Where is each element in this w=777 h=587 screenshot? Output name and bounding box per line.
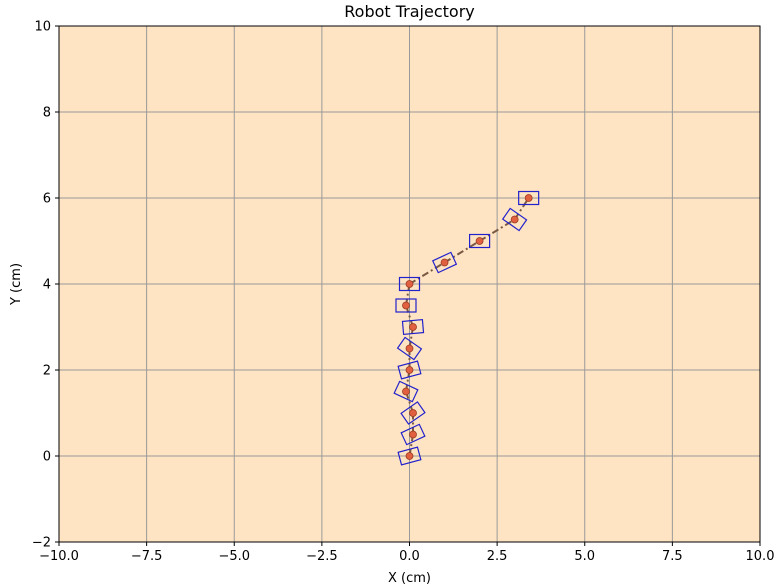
robot-pose-box [400, 423, 426, 446]
path-segment [408, 261, 446, 285]
x-tick-label: 5.0 [574, 549, 595, 564]
robot-pose-box [501, 207, 528, 232]
robot-pose-box [400, 401, 426, 425]
robot-pose-box [395, 298, 417, 313]
path-segment [513, 197, 530, 221]
chart-title: Robot Trajectory [344, 2, 475, 21]
y-tick-label: 6 [43, 192, 51, 207]
trajectory-point [440, 258, 449, 267]
trajectory-point [510, 215, 519, 224]
trajectory-point [402, 301, 410, 310]
x-tick-label: −10.0 [39, 549, 79, 564]
robot-pose-box [398, 276, 421, 292]
trajectory-point [409, 430, 417, 439]
x-tick-label: 0.0 [399, 549, 420, 564]
y-tick-label: 10 [34, 20, 51, 35]
trajectory-point [405, 280, 414, 288]
x-tick-label: −7.5 [131, 549, 163, 564]
x-tick-label: −5.0 [218, 549, 250, 564]
robot-pose-box [397, 446, 422, 466]
robot-poses [393, 190, 540, 466]
trajectory-points [402, 194, 533, 460]
x-axis-ticks: −10.0 −7.5 −5.0 −2.5 0.0 2.5 5.0 7.5 10.0 [39, 542, 774, 564]
x-tick-label: 7.5 [662, 549, 683, 564]
trajectory-point [402, 387, 410, 396]
robot-pose-box [469, 233, 491, 249]
path-segment [444, 240, 481, 264]
x-tick-label: 10.0 [746, 549, 775, 564]
trajectory-point [475, 237, 484, 245]
y-tick-label: 4 [43, 278, 51, 293]
trajectory-point [409, 409, 417, 417]
robot-pose-box [518, 190, 540, 206]
trajectory-point [405, 344, 414, 353]
robot-pose-box [431, 251, 458, 274]
x-tick-label: 2.5 [487, 549, 508, 564]
trajectory-point [409, 323, 417, 331]
y-tick-label: 8 [43, 106, 51, 121]
x-axis-label: X (cm) [388, 571, 431, 586]
y-axis-ticks: −2 0 2 4 6 8 10 [32, 20, 59, 551]
y-tick-label: −2 [32, 536, 51, 551]
robot-pose-box [396, 336, 423, 361]
robot-pose-box [397, 360, 422, 380]
trajectory-point [405, 452, 414, 460]
y-tick-label: 2 [43, 364, 51, 379]
y-axis-label: Y (cm) [9, 263, 24, 306]
robot-pose-box [393, 380, 419, 403]
x-tick-label: −2.5 [306, 549, 338, 564]
y-tick-label: 0 [43, 450, 51, 465]
trajectory-point [405, 366, 414, 374]
robot-pose-box [401, 319, 425, 335]
trajectory-point [524, 194, 533, 202]
